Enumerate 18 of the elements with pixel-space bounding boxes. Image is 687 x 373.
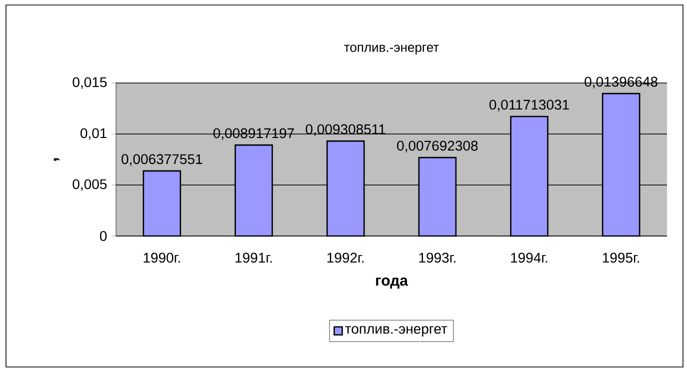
x-tick-label: 1995г. [602, 252, 640, 263]
x-tick-label: 1991г. [236, 252, 272, 263]
x-tick-label: 1993г. [419, 252, 456, 263]
data-label: 0,011713031 [489, 100, 569, 112]
y-tick-label: 0,01 [80, 128, 107, 140]
data-label: 0,009308511 [306, 124, 386, 136]
data-label: 0,006377551 [122, 154, 202, 166]
y-tick-label: 0,005 [72, 179, 107, 191]
y-axis-title: , [54, 158, 60, 161]
legend-label: топлив.-энергет [345, 326, 448, 337]
x-tick-label: 1990г. [144, 252, 180, 263]
y-tick-label: 0 [100, 231, 107, 241]
data-label: 0,007692308 [397, 140, 478, 152]
chart-title: топлив.-энергет [344, 44, 439, 54]
x-tick-label: 1994г. [511, 252, 548, 263]
y-tick-label: 0,015 [72, 77, 107, 89]
x-tick-label: 1992г. [327, 252, 364, 263]
x-axis-title: года [376, 278, 408, 289]
